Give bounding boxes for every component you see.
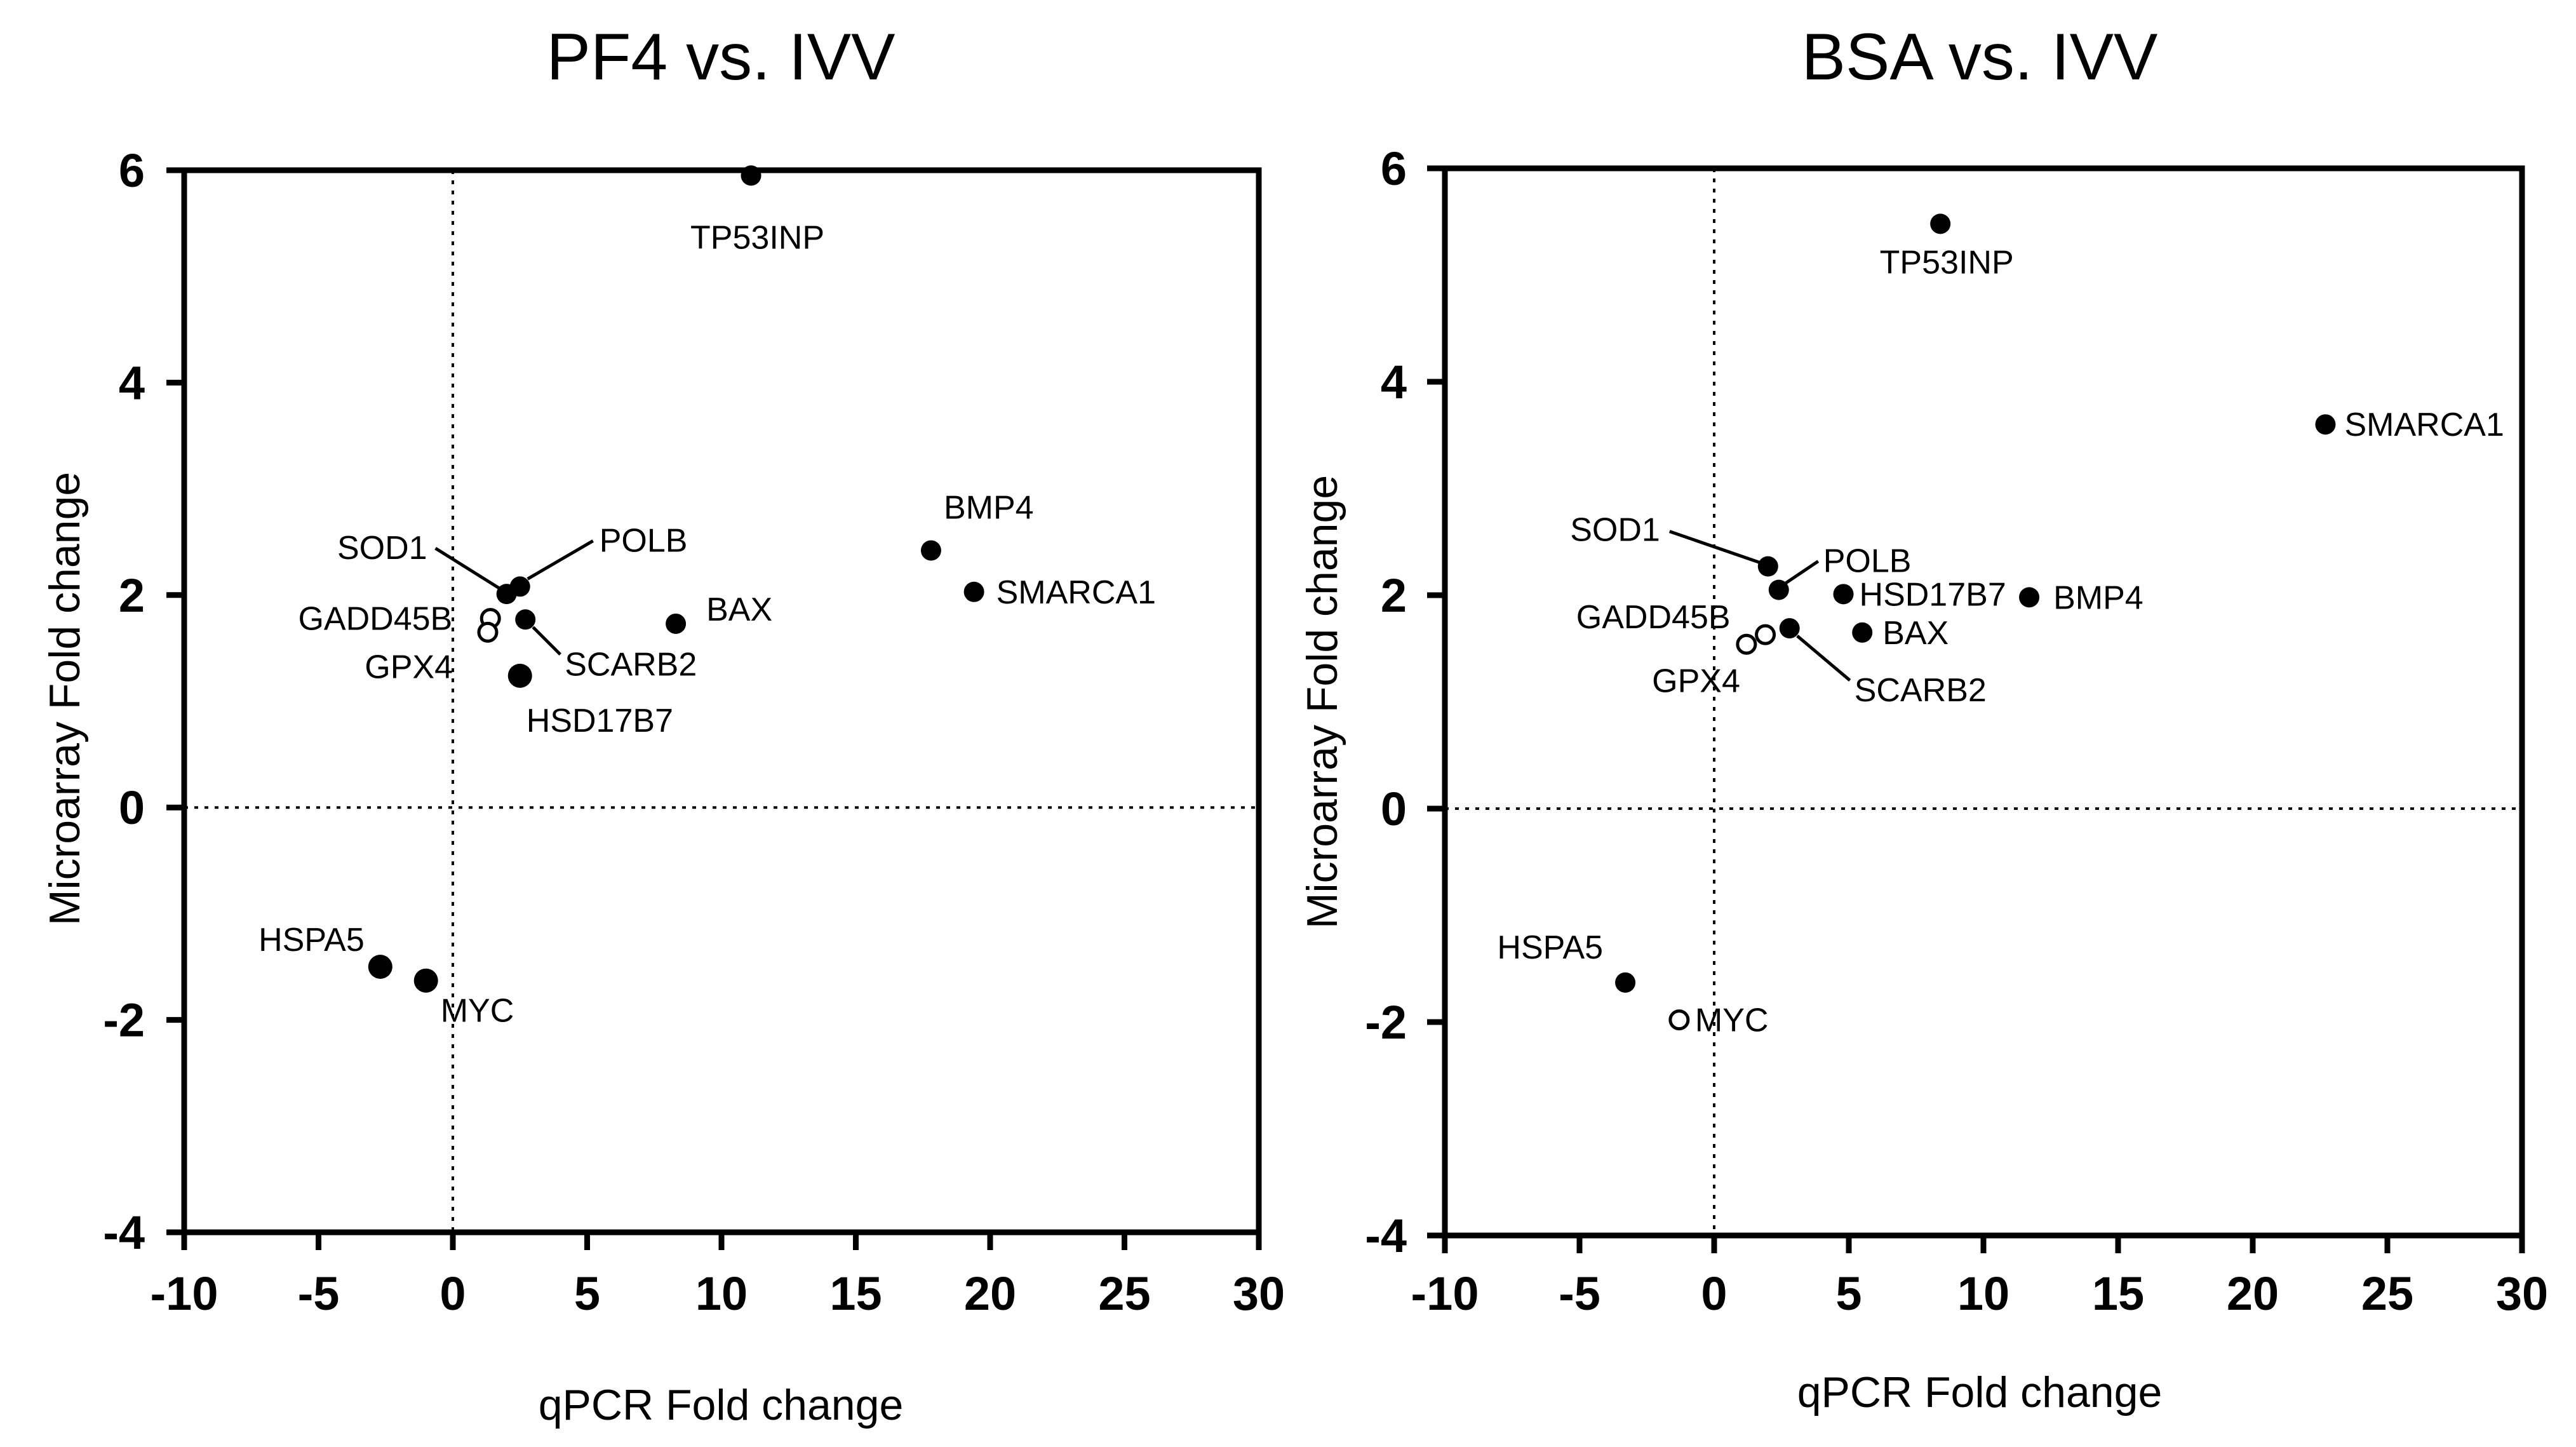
x-tick-label: 15	[2092, 1267, 2144, 1320]
data-point-open	[477, 621, 499, 643]
x-tick-label: -10	[1411, 1267, 1479, 1320]
point-label: MYC	[1695, 1002, 1769, 1039]
point-label: SMARCA1	[996, 574, 1156, 611]
data-point	[509, 576, 530, 597]
y-tick-label: 2	[1381, 569, 1407, 622]
chart-title: PF4 vs. IVV	[546, 20, 895, 94]
data-point	[741, 165, 761, 186]
point-label: HSD17B7	[527, 703, 673, 739]
data-point	[1757, 556, 1778, 577]
leader-line	[527, 539, 594, 581]
point-label: POLB	[600, 522, 688, 559]
x-tick-label: 30	[2496, 1267, 2548, 1320]
data-point	[507, 663, 532, 688]
x-tick-label: 5	[574, 1267, 600, 1320]
x-tick-label: 25	[2361, 1267, 2413, 1320]
y-tick-label: 6	[119, 144, 145, 197]
point-label: MYC	[441, 993, 514, 1030]
point-label: BMP4	[2053, 579, 2143, 616]
chart-title: BSA vs. IVV	[1802, 20, 2158, 94]
data-point	[1852, 622, 1873, 643]
leader-line	[1668, 530, 1762, 565]
data-point	[368, 955, 392, 979]
point-label: TP53INP	[1880, 244, 2014, 281]
y-tick-label: 4	[1381, 356, 1407, 408]
point-label: SCARB2	[565, 646, 697, 683]
leader-line	[532, 626, 561, 656]
x-tick-label: 30	[1233, 1267, 1285, 1320]
x-tick-label: 5	[1835, 1267, 1862, 1320]
y-tick-label: 0	[1381, 783, 1407, 835]
y-tick-label: 6	[1381, 142, 1407, 195]
data-point-open	[1736, 633, 1757, 655]
y-tick-label: 2	[119, 569, 145, 622]
data-point	[920, 540, 941, 561]
x-tick-label: 0	[439, 1267, 466, 1320]
x-tick-label: 25	[1098, 1267, 1150, 1320]
x-tick-label: -5	[298, 1267, 340, 1320]
x-tick-label: 0	[1701, 1267, 1727, 1320]
data-point	[1768, 579, 1789, 600]
x-tick-label: -10	[151, 1267, 218, 1320]
point-label: SCARB2	[1855, 672, 1987, 709]
point-label: GPX4	[1652, 663, 1740, 699]
data-point	[515, 609, 536, 630]
point-label: SOD1	[337, 530, 427, 567]
x-tick-label: 15	[829, 1267, 882, 1320]
y-axis-label: Microarray Fold change	[41, 472, 89, 925]
x-tick-label: 20	[2227, 1267, 2279, 1320]
data-point	[413, 968, 438, 993]
y-tick-label: -4	[103, 1206, 145, 1259]
point-label: BMP4	[944, 490, 1034, 527]
y-tick-label: -2	[1365, 996, 1407, 1049]
x-tick-label: 10	[695, 1267, 748, 1320]
point-label: BAX	[1882, 615, 1949, 652]
y-axis-label: Microarray Fold change	[1298, 475, 1346, 929]
panel-bsa-vs-ivv: BSA vs. IVV qPCR Fold change Microarray …	[1298, 20, 2548, 1417]
data-point	[666, 613, 687, 634]
y-tick-label: -2	[103, 994, 145, 1047]
leader-line	[1784, 560, 1820, 585]
point-label: HSPA5	[1497, 929, 1603, 966]
y-tick-label: 4	[119, 356, 145, 409]
data-point	[963, 581, 984, 602]
data-point	[2019, 587, 2040, 608]
point-label: POLB	[1823, 543, 1912, 580]
data-point-open	[1755, 624, 1776, 645]
x-axis-label: qPCR Fold change	[1797, 1368, 2163, 1417]
panel-pf4-vs-ivv: PF4 vs. IVV qPCR Fold change Microarray …	[41, 20, 1285, 1429]
plot-frame	[181, 167, 1262, 1235]
leader-line	[434, 547, 504, 593]
x-axis-label: qPCR Fold change	[539, 1381, 904, 1429]
point-label: TP53INP	[690, 219, 824, 256]
leader-line	[1796, 635, 1851, 682]
point-label: GADD45B	[298, 601, 452, 638]
point-label: HSPA5	[258, 922, 365, 959]
point-label: SOD1	[1570, 512, 1660, 549]
data-point-open	[1668, 1009, 1690, 1031]
point-label: HSD17B7	[1860, 576, 2006, 613]
point-label: SMARCA1	[2344, 407, 2504, 443]
data-point	[1930, 213, 1951, 234]
point-label: GADD45B	[1576, 599, 1731, 636]
x-tick-label: 10	[1957, 1267, 2009, 1320]
y-tick-label: -4	[1365, 1209, 1407, 1262]
point-label: GPX4	[365, 649, 453, 685]
x-tick-label: -5	[1559, 1267, 1600, 1320]
data-point	[1833, 584, 1854, 605]
data-point	[1779, 618, 1800, 639]
data-point	[2315, 414, 2336, 435]
y-tick-label: 0	[119, 781, 145, 834]
data-point	[1615, 972, 1636, 993]
point-label: BAX	[706, 591, 772, 628]
x-tick-label: 20	[964, 1267, 1016, 1320]
